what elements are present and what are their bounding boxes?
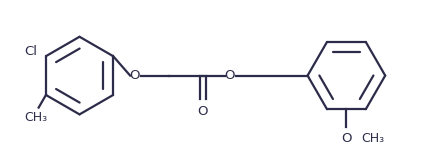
- Text: O: O: [130, 69, 140, 82]
- Text: Cl: Cl: [25, 45, 38, 58]
- Text: O: O: [198, 105, 208, 118]
- Text: CH₃: CH₃: [361, 132, 384, 145]
- Text: O: O: [341, 132, 352, 145]
- Text: O: O: [224, 69, 235, 82]
- Text: CH₃: CH₃: [25, 111, 48, 124]
